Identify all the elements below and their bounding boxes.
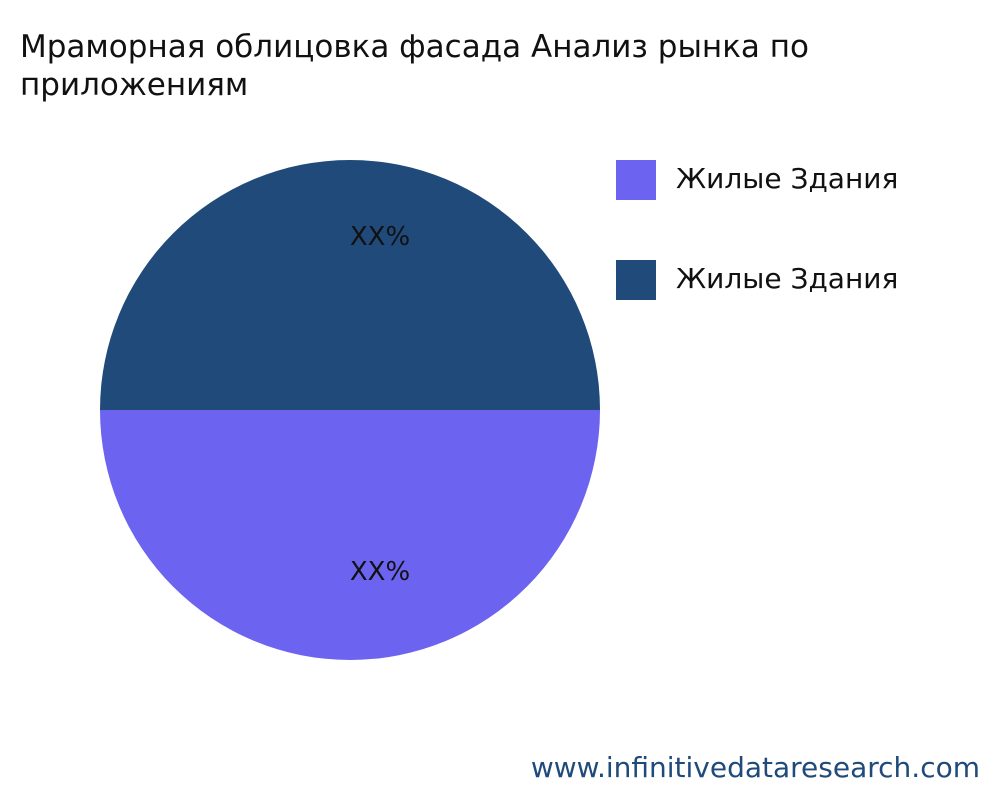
- legend-label: Жилые Здания: [676, 262, 898, 295]
- pie-slice: [100, 160, 600, 410]
- slice-label: XX%: [350, 222, 410, 252]
- footer-url: www.infinitivedataresearch.com: [531, 751, 980, 784]
- legend-label: Жилые Здания: [676, 162, 898, 195]
- slice-label: XX%: [350, 557, 410, 587]
- pie-slice: [100, 410, 600, 660]
- chart-title: Мраморная облицовка фасада Анализ рынка …: [20, 29, 810, 103]
- legend-swatch: [616, 160, 656, 200]
- legend-swatch: [616, 260, 656, 300]
